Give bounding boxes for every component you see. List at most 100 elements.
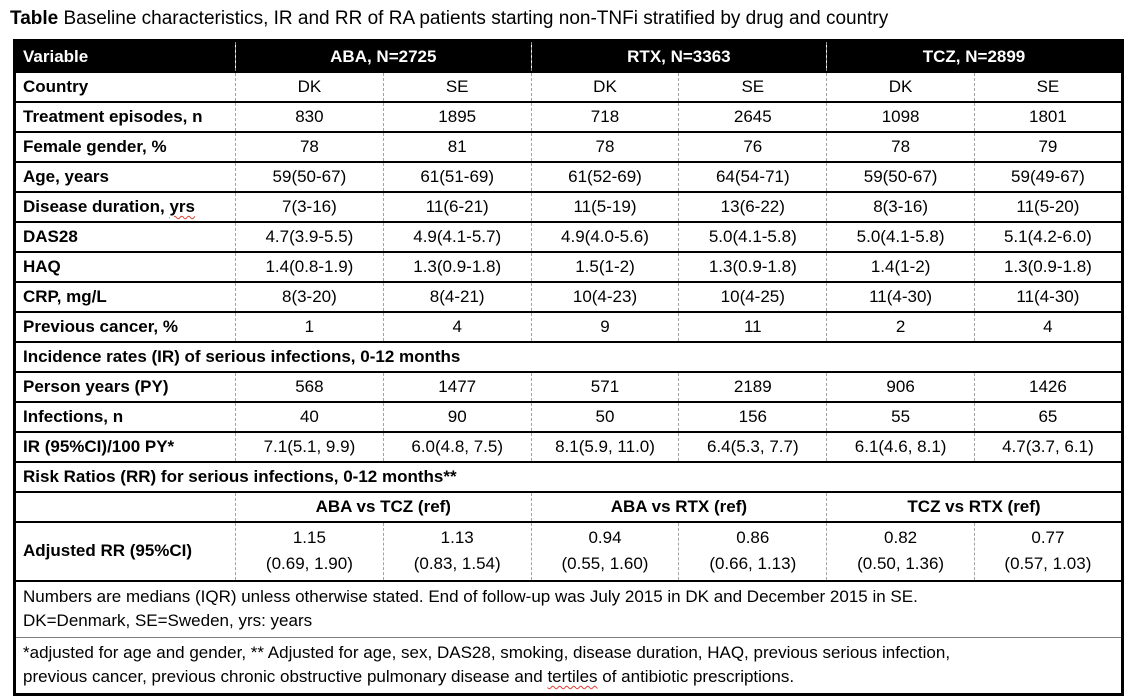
title-word-table: Table: [10, 8, 59, 29]
cell-value: 11: [678, 311, 827, 342]
table-row-crp: CRP, mg/L 8(3-20) 8(4-21) 10(4-23) 10(4-…: [14, 281, 1123, 312]
cell-value: 0.77 (0.57, 1.03): [974, 521, 1123, 581]
footnote-row-2: *adjusted for age and gender, ** Adjuste…: [14, 637, 1123, 695]
cell-value: 5.0(4.1-5.8): [678, 221, 827, 252]
cell-value: 4: [974, 311, 1123, 342]
row-label: Disease duration, yrs: [14, 191, 236, 222]
row-label: Age, years: [14, 161, 236, 192]
rr-ci: (0.57, 1.03): [1004, 554, 1092, 573]
footnote-adjustments: *adjusted for age and gender, ** Adjuste…: [14, 637, 1123, 695]
row-label: CRP, mg/L: [14, 281, 236, 312]
cell-value: 1801: [974, 101, 1123, 132]
cell-value: 78: [826, 131, 975, 162]
table-row-treatment-episodes: Treatment episodes, n 830 1895 718 2645 …: [14, 101, 1123, 132]
footnote-text: of antibiotic prescriptions.: [597, 667, 795, 686]
header-group-rtx: RTX, N=3363: [530, 40, 827, 72]
footnote-line: Numbers are medians (IQR) unless otherwi…: [23, 587, 918, 606]
cell-value: 50: [530, 401, 679, 432]
cell-value: SE: [974, 71, 1123, 102]
cell-value: 61(52-69): [530, 161, 679, 192]
empty-cell: [14, 491, 236, 522]
cell-value: 65: [974, 401, 1123, 432]
baseline-characteristics-table: Variable ABA, N=2725 RTX, N=3363 TCZ, N=…: [13, 39, 1124, 696]
cell-value: 64(54-71): [678, 161, 827, 192]
cell-value: 5.0(4.1-5.8): [826, 221, 975, 252]
section-row-risk-ratios: Risk Ratios (RR) for serious infections,…: [14, 461, 1123, 492]
comparison-header-aba-tcz: ABA vs TCZ (ref): [235, 491, 532, 522]
row-label-text: Disease duration,: [23, 197, 170, 216]
cell-value: 59(50-67): [826, 161, 975, 192]
cell-value: 8(3-20): [235, 281, 384, 312]
cell-value: 1.3(0.9-1.8): [974, 251, 1123, 282]
cell-value: DK: [235, 71, 384, 102]
cell-value: 906: [826, 371, 975, 402]
cell-value: 1.4(0.8-1.9): [235, 251, 384, 282]
rr-ci: (0.83, 1.54): [413, 554, 501, 573]
cell-value: 11(4-30): [974, 281, 1123, 312]
cell-value: 2645: [678, 101, 827, 132]
cell-value: 0.94 (0.55, 1.60): [530, 521, 679, 581]
table-row-previous-cancer: Previous cancer, % 1 4 9 11 2 4: [14, 311, 1123, 342]
footnote-line: previous cancer, previous chronic obstru…: [23, 665, 1114, 689]
cell-value: 9: [530, 311, 679, 342]
cell-value: 11(6-21): [382, 191, 532, 222]
cell-value: 1.3(0.9-1.8): [382, 251, 532, 282]
section-title: Incidence rates (IR) of serious infectio…: [14, 341, 1123, 372]
cell-value: 6.4(5.3, 7.7): [678, 431, 827, 462]
cell-value: DK: [530, 71, 679, 102]
cell-value: SE: [678, 71, 827, 102]
cell-value: 1.15 (0.69, 1.90): [235, 521, 384, 581]
rr-ci: (0.69, 1.90): [265, 554, 353, 573]
cell-value: 1.5(1-2): [530, 251, 679, 282]
spellcheck-underline: yrs: [169, 197, 195, 216]
header-group-tcz: TCZ, N=2899: [826, 40, 1123, 72]
footnote-medians: Numbers are medians (IQR) unless otherwi…: [14, 580, 1123, 638]
footnote-text: previous cancer, previous chronic obstru…: [23, 667, 548, 686]
table-header-row: Variable ABA, N=2725 RTX, N=3363 TCZ, N=…: [14, 40, 1123, 72]
cell-value: 10(4-23): [530, 281, 679, 312]
table-row-age: Age, years 59(50-67) 61(51-69) 61(52-69)…: [14, 161, 1123, 192]
cell-value: 1: [235, 311, 384, 342]
comparison-header-tcz-rtx: TCZ vs RTX (ref): [826, 491, 1123, 522]
cell-value: 59(49-67): [974, 161, 1123, 192]
cell-value: 8(4-21): [382, 281, 532, 312]
table-row-disease-duration: Disease duration, yrs 7(3-16) 11(6-21) 1…: [14, 191, 1123, 222]
rr-estimate: 1.13: [440, 528, 474, 547]
cell-value: 55: [826, 401, 975, 432]
cell-value: 156: [678, 401, 827, 432]
cell-value: 4.7(3.7, 6.1): [974, 431, 1123, 462]
cell-value: 11(4-30): [826, 281, 975, 312]
cell-value: 78: [235, 131, 384, 162]
comparison-header-aba-rtx: ABA vs RTX (ref): [530, 491, 827, 522]
section-title: Risk Ratios (RR) for serious infections,…: [14, 461, 1123, 492]
row-label: Female gender, %: [14, 131, 236, 162]
cell-value: 7(3-16): [235, 191, 384, 222]
row-label: Infections, n: [14, 401, 236, 432]
cell-value: 6.0(4.8, 7.5): [382, 431, 532, 462]
cell-value: 1895: [382, 101, 532, 132]
title-text: Baseline characteristics, IR and RR of R…: [58, 8, 889, 29]
cell-value: 1.3(0.9-1.8): [678, 251, 827, 282]
table-row-infections: Infections, n 40 90 50 156 55 65: [14, 401, 1123, 432]
spellcheck-underline: tertiles: [547, 667, 598, 686]
page-title: Table Baseline characteristics, IR and R…: [0, 0, 1134, 39]
cell-value: 6.1(4.6, 8.1): [826, 431, 975, 462]
cell-value: 4: [382, 311, 532, 342]
row-label: DAS28: [14, 221, 236, 252]
cell-value: 2: [826, 311, 975, 342]
cell-value: 1426: [974, 371, 1123, 402]
rr-estimate: 0.94: [588, 528, 622, 547]
cell-value: 79: [974, 131, 1123, 162]
table-row-female-gender: Female gender, % 78 81 78 76 78 79: [14, 131, 1123, 162]
rr-estimate: 0.86: [736, 528, 770, 547]
footnote-line: *adjusted for age and gender, ** Adjuste…: [23, 643, 951, 662]
cell-value: 2189: [678, 371, 827, 402]
footnote-row-1: Numbers are medians (IQR) unless otherwi…: [14, 580, 1123, 638]
cell-value: 571: [530, 371, 679, 402]
rr-ci: (0.50, 1.36): [857, 554, 945, 573]
table-row-person-years: Person years (PY) 568 1477 571 2189 906 …: [14, 371, 1123, 402]
cell-value: 90: [382, 401, 532, 432]
rr-estimate: 0.77: [1031, 528, 1065, 547]
row-label: Person years (PY): [14, 371, 236, 402]
cell-value: 4.7(3.9-5.5): [235, 221, 384, 252]
